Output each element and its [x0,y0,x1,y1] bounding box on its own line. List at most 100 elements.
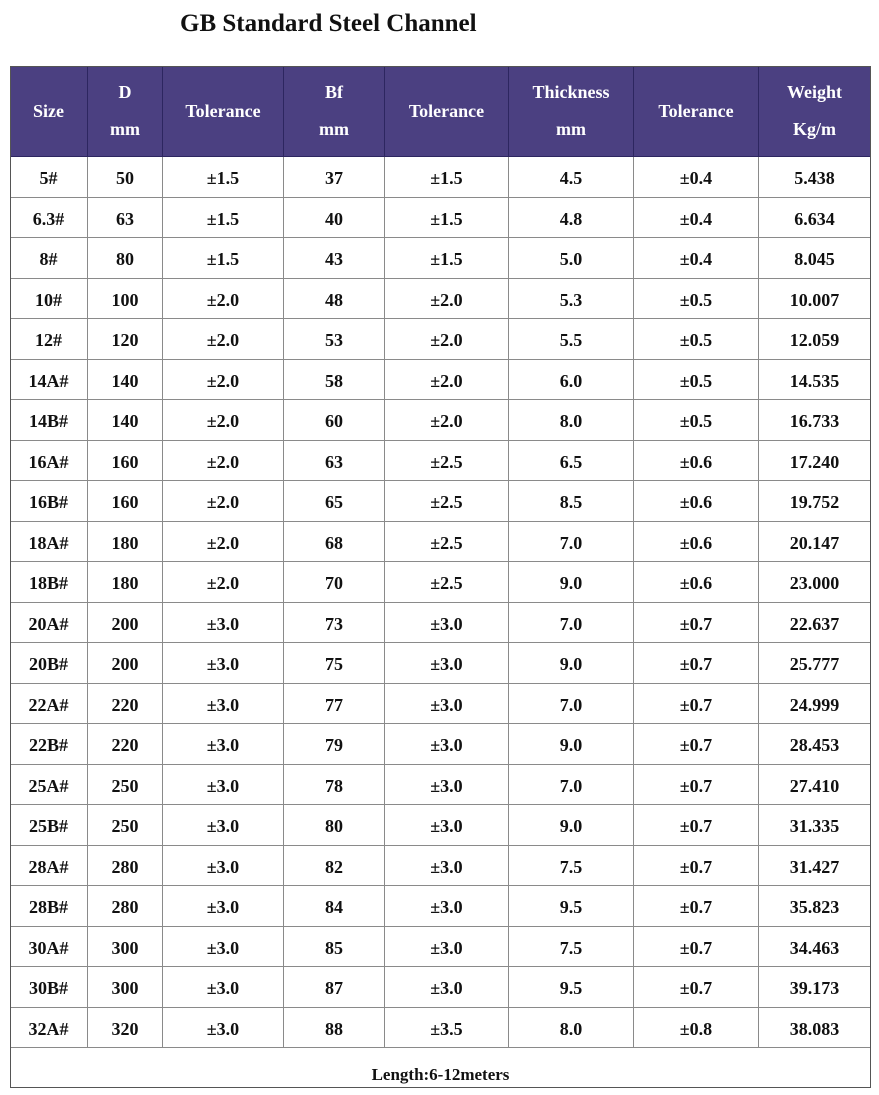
table-cell: 8# [10,238,88,279]
table-cell: 19.752 [759,481,871,522]
table-cell: 12.059 [759,319,871,360]
table-cell: ±0.4 [634,197,759,238]
table-cell: ±3.0 [385,926,509,967]
table-cell: ±3.0 [385,805,509,846]
table-cell: ±3.0 [385,724,509,765]
table-cell: 68 [284,521,385,562]
table-cell: ±0.7 [634,764,759,805]
table-cell: ±1.5 [385,238,509,279]
header-cell: Size [10,66,88,157]
table-cell: 58 [284,359,385,400]
header-text: mm [319,119,349,139]
table-cell: ±2.0 [163,521,284,562]
table-cell: 80 [284,805,385,846]
table-cell: 250 [88,764,163,805]
table-cell: ±0.5 [634,400,759,441]
table-cell: 16B# [10,481,88,522]
table-cell: ±3.0 [163,805,284,846]
header-text: Tolerance [408,100,485,121]
table-cell: 18A# [10,521,88,562]
table-cell: ±2.0 [163,319,284,360]
table-cell: 20.147 [759,521,871,562]
table-cell: 79 [284,724,385,765]
table-cell: 9.0 [509,805,634,846]
table-cell: 200 [88,643,163,684]
table-cell: ±0.7 [634,886,759,927]
table-cell: 14B# [10,400,88,441]
table-cell: ±0.7 [634,845,759,886]
table-cell: 77 [284,683,385,724]
table-cell: 32A# [10,1007,88,1048]
table-cell: 31.427 [759,845,871,886]
table-cell: 60 [284,400,385,441]
table-cell: ±2.5 [385,562,509,603]
table-cell: 28.453 [759,724,871,765]
table-cell: 22.637 [759,602,871,643]
header-text: Kg/m [793,119,836,139]
table-cell: 9.5 [509,967,634,1008]
table-cell: 120 [88,319,163,360]
table-cell: 320 [88,1007,163,1048]
table-cell: 78 [284,764,385,805]
table-cell: 6.0 [509,359,634,400]
table-cell: ±3.0 [163,845,284,886]
header-text: mm [110,119,140,139]
header-text: Thickness [532,82,610,102]
table-cell: 18B# [10,562,88,603]
table-cell: ±1.5 [163,197,284,238]
table-cell: 160 [88,440,163,481]
table-cell: ±0.5 [634,359,759,400]
table-cell: 7.5 [509,845,634,886]
table-cell: 37 [284,157,385,198]
table-cell: ±3.0 [163,643,284,684]
table-cell: 9.0 [509,724,634,765]
table-cell: ±2.0 [385,319,509,360]
header-cell: Thickness mm [509,66,634,157]
table-cell: 24.999 [759,683,871,724]
table-cell: 20B# [10,643,88,684]
table-cell: ±2.5 [385,440,509,481]
table-cell: 73 [284,602,385,643]
table-cell: ±3.0 [163,967,284,1008]
table-cell: ±3.0 [163,724,284,765]
table-cell: 7.0 [509,683,634,724]
table-cell: ±1.5 [163,238,284,279]
table-cell: 100 [88,278,163,319]
table-cell: 80 [88,238,163,279]
table-cell: 30A# [10,926,88,967]
table-cell: ±3.0 [385,602,509,643]
table-cell: 17.240 [759,440,871,481]
table-cell: ±2.0 [385,400,509,441]
table-cell: 140 [88,359,163,400]
table-cell: 180 [88,521,163,562]
header-text: Tolerance [185,100,261,121]
table-cell: 14A# [10,359,88,400]
table-cell: ±3.0 [385,683,509,724]
table-cell: 5# [10,157,88,198]
table-cell: ±2.0 [163,278,284,319]
table-cell: 85 [284,926,385,967]
header-cell: Weight Kg/m [759,66,871,157]
table-cell: ±2.5 [385,521,509,562]
table-cell: ±0.6 [634,440,759,481]
table-cell: 50 [88,157,163,198]
table-cell: ±0.7 [634,602,759,643]
table-cell: 7.5 [509,926,634,967]
table-cell: 10.007 [759,278,871,319]
table-cell: 280 [88,886,163,927]
table-cell: 300 [88,926,163,967]
table-cell: ±0.6 [634,562,759,603]
table-cell: 6.3# [10,197,88,238]
table-cell: ±0.6 [634,521,759,562]
table-cell: 53 [284,319,385,360]
header-cell: Tolerance [385,66,509,157]
table-cell: 40 [284,197,385,238]
table-cell: 63 [284,440,385,481]
table-cell: ±1.5 [385,197,509,238]
header-text: Weight [786,82,842,102]
table-cell: ±2.0 [163,562,284,603]
table-cell: 8.0 [509,1007,634,1048]
table-cell: ±3.0 [163,926,284,967]
table-cell: 200 [88,602,163,643]
table-cell: 5.3 [509,278,634,319]
